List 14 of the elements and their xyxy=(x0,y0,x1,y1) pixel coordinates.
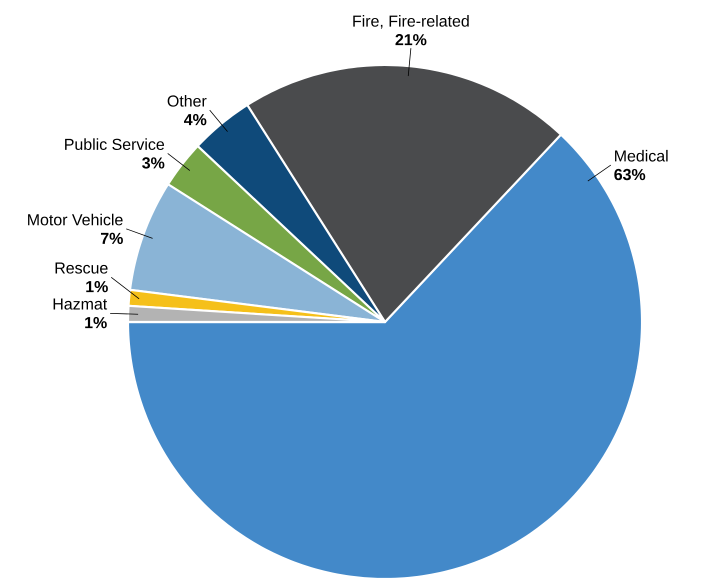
slice-label: Medical xyxy=(615,150,668,162)
slice-label: Motor Vehicle xyxy=(28,214,123,226)
data-label: 1% xyxy=(86,280,108,292)
data-label: 1% xyxy=(85,316,107,328)
data-label: 3% xyxy=(142,157,164,169)
slice-label: Hazmat xyxy=(54,298,108,310)
slice-label: Public Service xyxy=(65,138,164,150)
data-label: 4% xyxy=(184,114,206,126)
data-label: 7% xyxy=(100,232,123,244)
slice-label: Rescue xyxy=(56,262,108,274)
data-label: 21% xyxy=(395,34,426,46)
slice-label: Other xyxy=(168,94,207,107)
slice-label: Fire, Fire-related xyxy=(353,15,469,29)
data-label: 63% xyxy=(614,168,646,180)
